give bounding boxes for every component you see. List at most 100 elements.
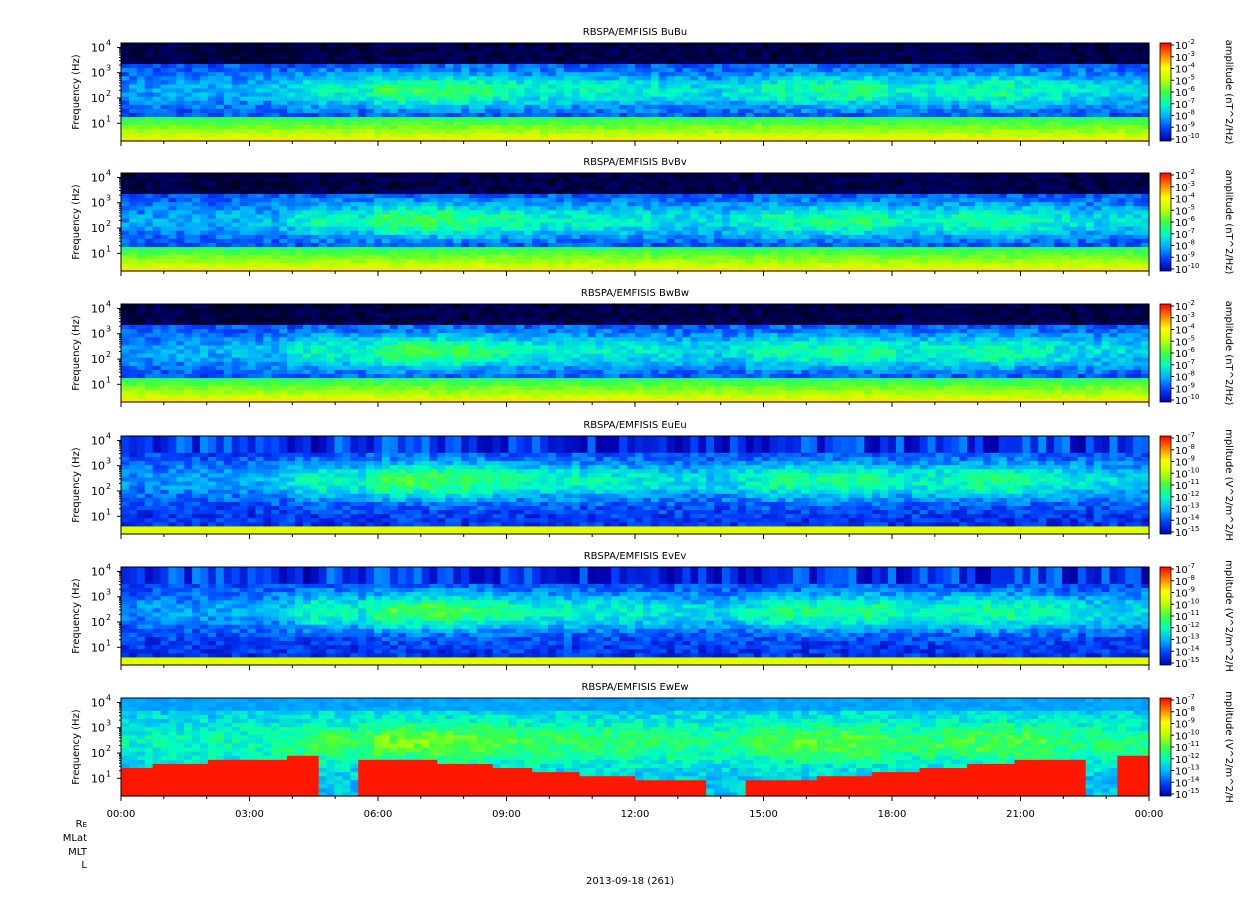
heatmap-cell <box>334 63 344 69</box>
heatmap-cell <box>872 75 881 81</box>
heatmap-cell <box>429 51 438 56</box>
heatmap-cell <box>627 254 636 260</box>
heatmap-cell <box>540 250 549 256</box>
heatmap-cell <box>1141 43 1150 48</box>
heatmap-cell <box>476 79 486 85</box>
heatmap-cell <box>824 104 834 109</box>
heatmap-cell <box>1030 112 1039 118</box>
heatmap-cell <box>461 104 470 109</box>
heatmap-cell <box>611 136 620 142</box>
heatmap-cell <box>184 108 193 114</box>
heatmap-cell <box>903 71 913 77</box>
heatmap-cell <box>808 100 818 105</box>
heatmap-cell <box>461 197 470 203</box>
heatmap-cell <box>476 120 486 126</box>
heatmap-cell <box>698 67 707 73</box>
heatmap-cell <box>461 266 470 272</box>
heatmap-cell <box>310 205 320 211</box>
heatmap-cell <box>856 96 865 101</box>
heatmap-cell <box>1133 100 1142 105</box>
colorbar-tick-label: 10 <box>1175 112 1188 123</box>
heatmap-cell <box>524 120 533 126</box>
heatmap-cell <box>215 87 225 93</box>
heatmap-cell <box>421 238 430 244</box>
heatmap-cell <box>658 173 668 178</box>
heatmap-cell <box>1046 79 1055 85</box>
heatmap-cell <box>239 234 249 239</box>
heatmap-cell <box>737 43 747 48</box>
heatmap-cell <box>935 59 944 65</box>
heatmap-cell <box>397 55 407 60</box>
heatmap-cell <box>207 213 217 219</box>
heatmap-cell <box>437 258 446 264</box>
heatmap-cell <box>484 71 494 77</box>
heatmap-cell <box>706 124 715 130</box>
heatmap-cell <box>429 132 438 138</box>
heatmap-cell <box>856 63 865 69</box>
heatmap-cell <box>421 120 430 126</box>
heatmap-cell <box>1069 132 1079 138</box>
heatmap-cell <box>279 132 288 138</box>
heatmap-cell <box>998 124 1008 130</box>
heatmap-cell <box>658 67 668 73</box>
heatmap-cell <box>642 51 652 56</box>
heatmap-cell <box>1141 59 1150 65</box>
heatmap-cell <box>603 67 612 73</box>
heatmap-cell <box>445 104 454 109</box>
heatmap-cell <box>824 108 834 114</box>
heatmap-cell <box>801 96 810 101</box>
heatmap-cell <box>318 197 328 203</box>
heatmap-cell <box>674 104 684 109</box>
heatmap-cell <box>239 189 249 195</box>
heatmap-cell <box>706 266 715 272</box>
heatmap-cell <box>761 124 771 130</box>
heatmap-cell <box>508 197 517 203</box>
heatmap-cell <box>943 87 952 93</box>
heatmap-cell <box>880 112 889 118</box>
heatmap-cell <box>579 205 589 211</box>
heatmap-cell <box>690 262 699 268</box>
heatmap-cell <box>374 238 383 244</box>
heatmap-cell <box>951 136 960 142</box>
heatmap-cell <box>484 217 494 223</box>
heatmap-cell <box>152 230 162 235</box>
heatmap-cell <box>690 234 699 239</box>
heatmap-cell <box>516 43 525 48</box>
heatmap-cell <box>674 238 684 244</box>
heatmap-cell <box>571 197 581 203</box>
heatmap-cell <box>548 226 557 231</box>
heatmap-cell <box>121 226 130 231</box>
heatmap-cell <box>350 79 359 85</box>
heatmap-cell <box>342 217 351 223</box>
heatmap-cell <box>239 116 249 122</box>
heatmap-cell <box>769 67 778 73</box>
heatmap-cell <box>524 230 533 235</box>
heatmap-cell <box>397 185 407 190</box>
heatmap-cell <box>595 120 604 126</box>
heatmap-cell <box>453 209 462 215</box>
heatmap-cell <box>555 104 565 109</box>
heatmap-cell <box>500 124 510 130</box>
heatmap-cell <box>808 75 818 81</box>
heatmap-cell <box>279 100 288 105</box>
heatmap-cell <box>176 87 185 93</box>
heatmap-cell <box>342 108 351 114</box>
heatmap-cell <box>302 181 312 186</box>
heatmap-cell <box>437 96 446 101</box>
heatmap-cell <box>461 51 470 56</box>
heatmap-cell <box>239 197 249 203</box>
heatmap-cell <box>350 262 359 268</box>
heatmap-cell <box>279 83 288 89</box>
heatmap-cell <box>160 213 170 219</box>
heatmap-cell <box>967 128 976 134</box>
heatmap-cell <box>943 55 952 60</box>
heatmap-cell <box>729 120 739 126</box>
heatmap-cell <box>674 209 684 215</box>
heatmap-cell <box>437 205 446 211</box>
heatmap-cell <box>1006 100 1016 105</box>
heatmap-cell <box>476 246 486 252</box>
heatmap-cell <box>666 132 676 138</box>
heatmap-cell <box>437 181 446 186</box>
heatmap-cell <box>397 205 407 211</box>
heatmap-cell <box>484 230 494 235</box>
